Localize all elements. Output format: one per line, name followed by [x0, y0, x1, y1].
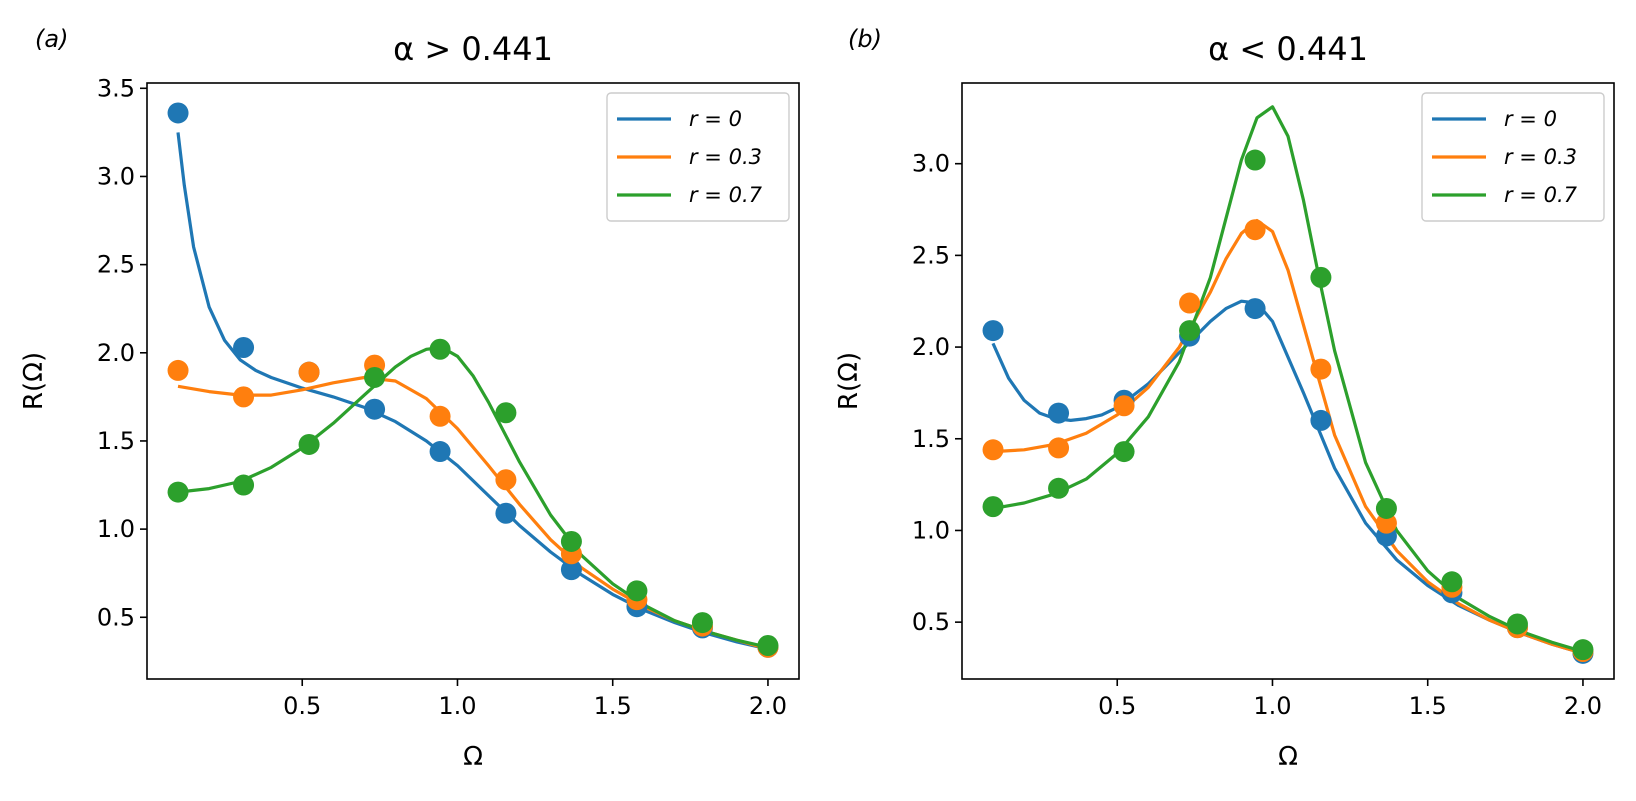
legend-box [1421, 92, 1605, 222]
legend-box [606, 92, 790, 222]
data-point-series-1 [233, 386, 255, 408]
y-tick-label: 3.0 [912, 150, 950, 178]
data-point-series-1 [1048, 437, 1070, 459]
data-point-series-2 [1048, 477, 1070, 499]
data-point-series-2 [1375, 497, 1397, 519]
x-tick-label: 1.5 [594, 692, 632, 720]
data-point-series-0 [495, 502, 517, 524]
x-tick-label: 0.5 [283, 692, 321, 720]
x-tick-label: 0.5 [1098, 692, 1136, 720]
chart-title: α < 0.441 [1208, 30, 1368, 68]
data-point-series-0 [560, 559, 582, 581]
y-tick-label: 2.0 [97, 339, 135, 367]
data-point-series-1 [298, 361, 320, 383]
legend-entry: r = 0.3 [689, 145, 762, 169]
data-point-series-2 [233, 474, 255, 496]
data-point-series-2 [757, 634, 779, 656]
data-point-series-1 [1375, 512, 1397, 534]
data-point-series-2 [982, 496, 1004, 518]
data-point-series-2 [560, 530, 582, 552]
legend-entry: r = 0.3 [1504, 145, 1577, 169]
y-tick-label: 1.5 [912, 425, 950, 453]
panel-label: (b) [848, 25, 882, 53]
data-point-series-1 [982, 439, 1004, 461]
legend-entry: r = 0.7 [1504, 183, 1578, 207]
series-line-1 [992, 218, 1584, 655]
legend: r = 0 r = 0.3 r = 0.7 [606, 92, 790, 222]
chart-title: α > 0.441 [393, 30, 553, 68]
data-point-series-2 [626, 580, 648, 602]
y-tick-label: 1.0 [912, 516, 950, 544]
x-axis-label: Ω [1278, 742, 1298, 772]
data-point-series-2 [167, 481, 189, 503]
data-point-series-0 [364, 398, 386, 420]
data-point-series-2 [1572, 639, 1594, 661]
data-point-series-2 [429, 338, 451, 360]
data-point-series-1 [1179, 292, 1201, 314]
data-point-series-2 [364, 366, 386, 388]
legend-entry: r = 0.7 [689, 183, 763, 207]
data-point-series-2 [1441, 571, 1463, 593]
x-axis-label: Ω [463, 742, 483, 772]
data-point-series-1 [1244, 219, 1266, 241]
plot-area [176, 132, 769, 651]
data-point-series-2 [298, 433, 320, 455]
x-tick-label: 1.0 [438, 692, 476, 720]
x-tick-label: 2.0 [749, 692, 787, 720]
data-point-series-1 [167, 359, 189, 381]
data-point-series-0 [982, 320, 1004, 342]
data-point-series-2 [1179, 320, 1201, 342]
axes-frame [146, 82, 800, 680]
x-tick-label: 2.0 [1564, 692, 1602, 720]
data-point-series-2 [1310, 266, 1332, 288]
data-point-series-0 [1048, 402, 1070, 424]
y-tick-label: 2.5 [912, 241, 950, 269]
data-point-series-1 [1113, 395, 1135, 417]
y-tick-label: 1.0 [97, 515, 135, 543]
series-line-2 [177, 345, 769, 649]
series-line-1 [177, 375, 769, 651]
x-tick-label: 1.5 [1409, 692, 1447, 720]
data-point-series-2 [495, 402, 517, 424]
series-line-0 [991, 299, 1584, 655]
data-point-series-0 [1310, 409, 1332, 431]
data-point-series-1 [429, 405, 451, 427]
data-point-series-0 [1244, 298, 1266, 320]
y-tick-label: 2.0 [912, 333, 950, 361]
panel-a: (a) α > 0.441 Ω R(Ω) 0.5 1.0 1.5 2.0 0.5 1.0 1.5 2.… [19, 25, 800, 772]
y-tick-label: 3.5 [97, 74, 135, 102]
y-tick-label: 3.0 [97, 162, 135, 190]
legend-entry: r = 0 [689, 107, 742, 131]
axes-frame [961, 82, 1615, 680]
y-axis-label: R(Ω) [19, 352, 49, 410]
data-point-series-0 [167, 102, 189, 124]
legend-entry: r = 0 [1504, 107, 1557, 131]
x-tick-label: 1.0 [1253, 692, 1291, 720]
series-line-2 [992, 105, 1584, 654]
panel-b: (b) α < 0.441 Ω R(Ω) 0.5 1.0 1.5 2.0 0.5 1.0 1.5 2.… [834, 25, 1615, 772]
y-tick-label: 2.5 [97, 251, 135, 279]
data-point-series-0 [429, 441, 451, 463]
data-point-series-1 [1310, 358, 1332, 380]
data-point-series-2 [1113, 441, 1135, 463]
legend: r = 0 r = 0.3 r = 0.7 [1421, 92, 1605, 222]
data-point-series-1 [495, 469, 517, 491]
y-tick-label: 0.5 [912, 608, 950, 636]
y-tick-label: 1.5 [97, 427, 135, 455]
data-point-series-2 [1506, 613, 1528, 635]
series-line-0 [176, 132, 769, 651]
panel-label: (a) [35, 25, 68, 53]
data-point-series-2 [691, 612, 713, 634]
y-axis-label: R(Ω) [834, 352, 864, 410]
data-point-series-2 [1244, 149, 1266, 171]
y-tick-label: 0.5 [97, 603, 135, 631]
data-point-series-0 [233, 336, 255, 358]
